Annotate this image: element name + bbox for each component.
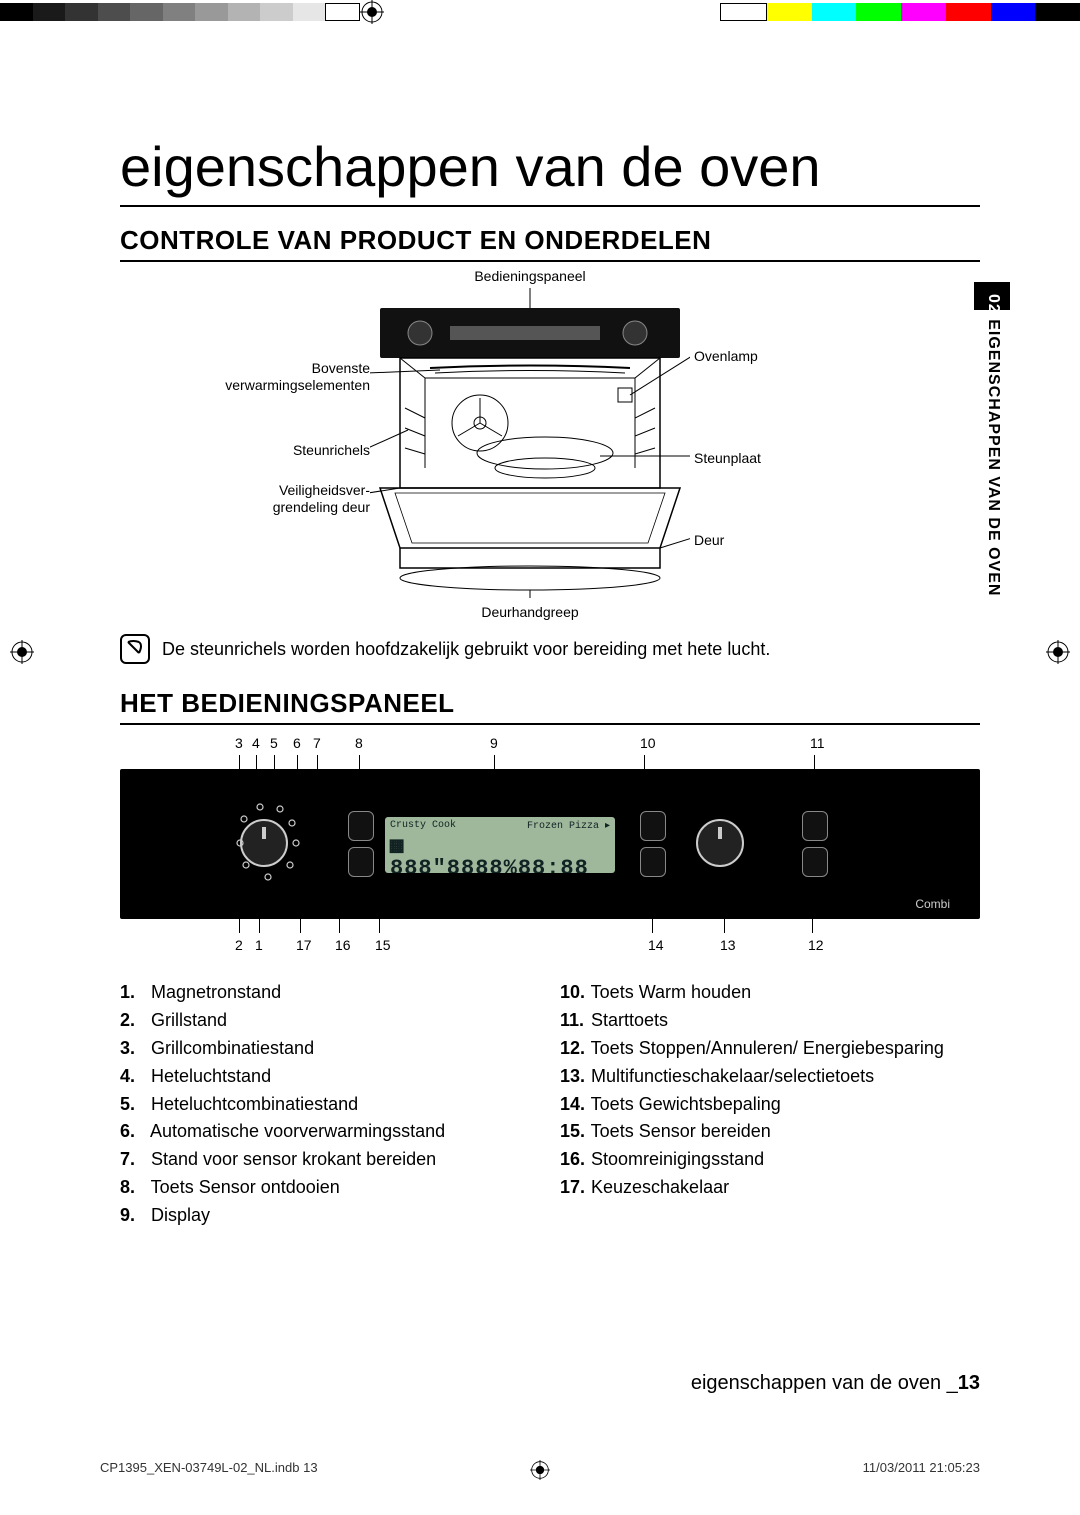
callout-number: 4 <box>252 735 260 751</box>
btn-start <box>802 811 828 841</box>
callout-number: 8 <box>355 735 363 751</box>
callout-number: 13 <box>720 937 736 953</box>
legend-item: 7. Stand voor sensor krokant bereiden <box>120 1146 540 1174</box>
callout-number: 9 <box>490 735 498 751</box>
btn-stop <box>802 847 828 877</box>
btn-weight <box>640 847 666 877</box>
callout-number: 10 <box>640 735 656 751</box>
callout-number: 7 <box>313 735 321 751</box>
legend-item: 16. Stoomreinigingsstand <box>560 1146 980 1174</box>
callout-number: 16 <box>335 937 351 953</box>
side-tab: 02 EIGENSCHAPPEN VAN DE OVEN <box>984 294 1002 596</box>
label-heating-elements: Bovensteverwarmingselementen <box>225 360 370 394</box>
registration-mark-icon <box>10 640 34 664</box>
legend-item: 12. Toets Stoppen/Annuleren/ Energiebesp… <box>560 1035 980 1063</box>
legend-item: 4. Heteluchtstand <box>120 1063 540 1091</box>
legend-item: 15. Toets Sensor bereiden <box>560 1118 980 1146</box>
callout-number: 5 <box>270 735 278 751</box>
section-parts-heading: CONTROLE VAN PRODUCT EN ONDERDELEN <box>120 225 980 262</box>
legend-item: 17. Keuzeschakelaar <box>560 1174 980 1202</box>
note: De steunrichels worden hoofdzakelijk geb… <box>120 634 980 664</box>
page-title: eigenschappen van de oven <box>120 134 980 207</box>
legend-item: 5. Heteluchtcombinatiestand <box>120 1091 540 1119</box>
callout-number: 1 <box>255 937 263 953</box>
combi-label: Combi <box>915 897 950 911</box>
note-text: De steunrichels worden hoofdzakelijk geb… <box>162 639 770 660</box>
label-ovenlamp: Ovenlamp <box>694 348 758 365</box>
label-door-handle: Deurhandgreep <box>470 604 590 621</box>
print-colorbar <box>0 0 1080 24</box>
label-rails: Steunrichels <box>293 442 370 459</box>
callout-number: 3 <box>235 735 243 751</box>
legend-item: 11. Starttoets <box>560 1007 980 1035</box>
callout-number: 12 <box>808 937 824 953</box>
control-panel-figure: 34567 8 9 10 11 Crusty CookFrozen Pizza ▸ ▦ … <box>120 735 980 953</box>
legend-item: 8. Toets Sensor ontdooien <box>120 1174 540 1202</box>
btn-sensor <box>348 847 374 877</box>
btn-warm <box>640 811 666 841</box>
legend-item: 3. Grillcombinatiestand <box>120 1035 540 1063</box>
callout-number: 11 <box>810 735 825 751</box>
legend-item: 1. Magnetronstand <box>120 979 540 1007</box>
mode-icons <box>230 799 300 889</box>
page: 02 EIGENSCHAPPEN VAN DE OVEN eigenschapp… <box>0 24 1080 1515</box>
lcd-display: Crusty CookFrozen Pizza ▸ ▦ 888"8888%88:… <box>385 817 615 873</box>
legend-item: 14. Toets Gewichtsbepaling <box>560 1091 980 1119</box>
control-panel: Crusty CookFrozen Pizza ▸ ▦ 888"8888%88:… <box>120 769 980 919</box>
callout-number: 15 <box>375 937 391 953</box>
btn-defrost <box>348 811 374 841</box>
callout-number: 17 <box>296 937 312 953</box>
legend-item: 10. Toets Warm houden <box>560 979 980 1007</box>
label-control-panel: Bedieningspaneel <box>470 268 590 285</box>
callout-number: 2 <box>235 937 243 953</box>
legend-item: 6. Automatische voorverwarmingsstand <box>120 1118 540 1146</box>
section-controlpanel-heading: HET BEDIENINGSPANEEL <box>120 688 980 725</box>
oven-figure: Bedieningspaneel Bovensteverwarmingselem… <box>120 268 980 628</box>
registration-mark-icon <box>360 0 384 24</box>
page-footer: eigenschappen van de oven _13 <box>691 1372 980 1395</box>
callout-number: 6 <box>293 735 301 751</box>
oven-illustration <box>370 288 690 598</box>
note-icon <box>120 634 150 664</box>
label-support-plate: Steunplaat <box>694 450 761 467</box>
label-safety-lock: Veiligheidsver-grendeling deur <box>273 482 370 516</box>
callout-number: 14 <box>648 937 664 953</box>
multi-knob <box>696 819 744 867</box>
legend-columns: 1. Magnetronstand2. Grillstand3. Grillco… <box>120 969 980 1230</box>
legend-right: 10. Toets Warm houden11. Starttoets12. T… <box>560 979 980 1202</box>
registration-mark-icon <box>1046 640 1070 664</box>
legend-item: 13. Multifunctieschakelaar/selectietoets <box>560 1063 980 1091</box>
legend-item: 9. Display <box>120 1202 540 1230</box>
registration-mark-icon <box>530 1460 550 1480</box>
legend-left: 1. Magnetronstand2. Grillstand3. Grillco… <box>120 979 540 1230</box>
legend-item: 2. Grillstand <box>120 1007 540 1035</box>
label-door: Deur <box>694 532 724 549</box>
print-footer: CP1395_XEN-03749L-02_NL.indb 13 11/03/20… <box>100 1460 980 1475</box>
